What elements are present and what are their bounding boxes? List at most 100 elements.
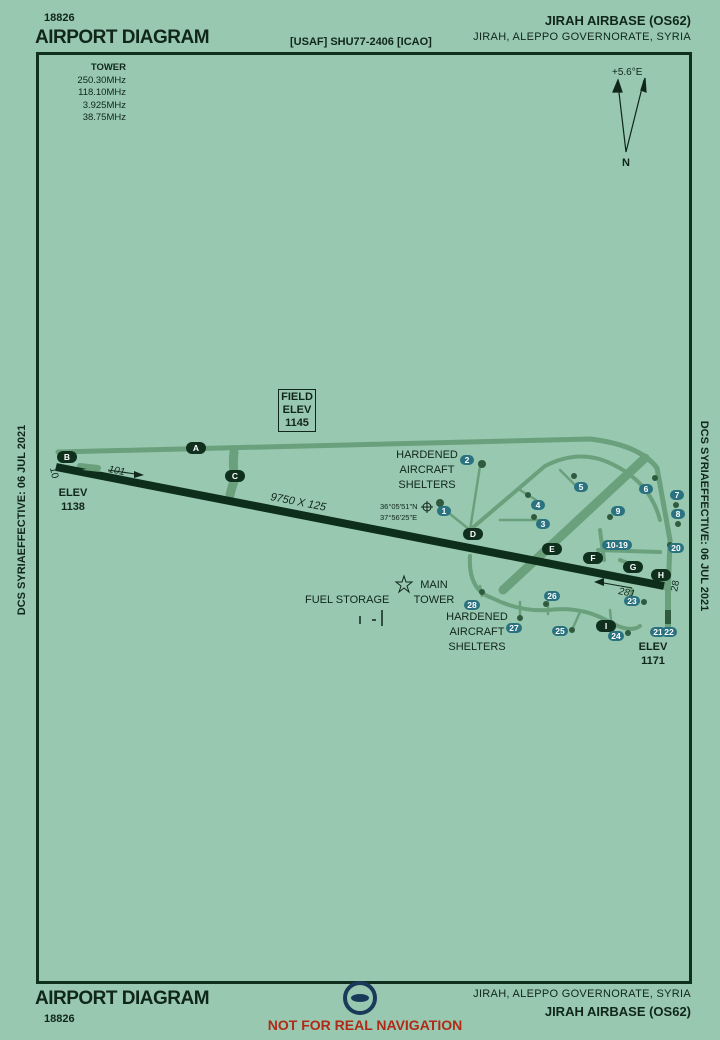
taxiway-badges: A B C D E F G H I: [57, 442, 671, 632]
label-line: AIRCRAFT: [399, 464, 455, 476]
shelter-pad: [625, 630, 631, 636]
shelter-badge-9: 9: [611, 506, 625, 516]
chart-source: [USAF] SHU77-2406 [ICAO]: [290, 36, 432, 48]
shelter-pad: [436, 499, 444, 507]
main-tower-star-icon: [394, 574, 414, 594]
taxiway-d-badge-text: D: [470, 529, 476, 539]
runway-heading-101: 101: [107, 464, 125, 478]
taxiway-b-badge: B: [57, 451, 77, 463]
shelter-pad: [479, 589, 485, 595]
shelter-pad: [478, 460, 486, 468]
taxiway-i-badge-bg: [596, 620, 616, 632]
taxiway-h-badge-text: H: [658, 570, 664, 580]
taxiway-d-badge-bg: [463, 528, 483, 540]
north-arrow-lines: [617, 79, 645, 153]
taxiway-north-loop: [468, 454, 662, 532]
airport-name: JIRAH AIRBASE (OS62): [544, 13, 691, 28]
elevation-west: ELEV 1138: [52, 486, 94, 514]
label-line: MAIN: [420, 579, 448, 591]
tower-freq-4: 38.75MHz: [82, 112, 126, 123]
shelter-badge-21-text: 21: [653, 627, 663, 637]
taxiway-b-badge-text: B: [64, 452, 70, 462]
taxiway-shelter-spurs-north: [438, 464, 578, 532]
label-line: SHELTERS: [398, 479, 456, 491]
arp-longitude: 37°56'25"E: [380, 513, 417, 522]
airport-location: JIRAH, ALEPPO GOVERNORATE, SYRIA: [473, 31, 691, 43]
taxiway-f-badge-bg: [583, 552, 603, 564]
shelter-badge-24-text: 24: [611, 631, 621, 641]
arp-cross: [421, 501, 433, 513]
taxiway-g-badge-bg: [623, 561, 643, 573]
shelter-badge-20-bg: [668, 543, 684, 553]
north-arrowhead: [612, 78, 623, 93]
shelter-badge-5-text: 5: [579, 482, 584, 492]
shelter-pad: [675, 521, 681, 527]
taxiway-h-badge-bg: [651, 569, 671, 581]
tower-freq-2: 118.10MHz: [78, 87, 126, 98]
footer-location: JIRAH, ALEPPO GOVERNORATE, SYRIA: [473, 988, 691, 1000]
shelter-badge-7-text: 7: [675, 490, 680, 500]
taxiway-a-badge-bg: [186, 442, 206, 454]
label-hardened-shelters-south: HARDENED AIRCRAFT SHELTERS: [442, 610, 512, 655]
shelter-badge-6-text: 6: [644, 484, 649, 494]
shelter-badge-28-text: 28: [467, 600, 477, 610]
shelter-badge-20: 20: [668, 543, 684, 553]
label-line: HARDENED: [446, 611, 508, 623]
taxiway-e-badge-text: E: [549, 544, 555, 554]
shelter-badge-10-19-bg: [602, 540, 632, 550]
taxiway-h-badge: H: [651, 569, 671, 581]
shelter-badge-4-bg: [531, 500, 545, 510]
taxiway-e-badge-bg: [542, 543, 562, 555]
elev-west-label: ELEV: [58, 487, 88, 499]
heading-arrowhead-east: [594, 578, 604, 586]
shelter-badge-1: 1: [437, 506, 451, 516]
footer-airport-name: JIRAH AIRBASE (OS62): [544, 1004, 691, 1019]
tower-frequencies: TOWER 250.30MHz 118.10MHz 3.925MHz 38.75…: [42, 62, 126, 125]
north-label: N: [622, 157, 630, 169]
shelter-badge-27-bg: [506, 623, 522, 633]
shelter-pad: [571, 473, 577, 479]
field-elev-value: 1145: [285, 417, 309, 429]
shelter-pad: [607, 514, 613, 520]
shelter-pad: [543, 601, 549, 607]
label-line: SHELTERS: [448, 641, 506, 653]
shelter-badge-5-bg: [574, 482, 588, 492]
shelter-badge-22-text: 22: [664, 627, 674, 637]
emblem-center: [351, 994, 369, 1002]
field-elev-line1: FIELD: [281, 391, 313, 403]
fuel-storage-marks: [359, 610, 383, 626]
taxiway-c-badge: C: [225, 470, 245, 482]
taxiway-f-badge-text: F: [590, 553, 595, 563]
label-fuel-storage: FUEL STORAGE: [305, 594, 390, 606]
chart-title: AIRPORT DIAGRAM: [35, 27, 210, 48]
runway-holding-area: [82, 466, 100, 472]
taxiway-g-badge-text: G: [630, 562, 637, 572]
shelter-badge-5: 5: [574, 482, 588, 492]
label-line: TOWER: [413, 594, 455, 606]
taxiway-a-badge-text: A: [193, 443, 199, 453]
shelter-pad: [641, 599, 647, 605]
elev-east-value: 1171: [641, 655, 665, 667]
label-line: AIRCRAFT: [449, 626, 505, 638]
arp-latitude: 36°05'51"N: [380, 502, 418, 511]
taxiway-g-badge: G: [623, 561, 643, 573]
variation-arrowhead: [640, 77, 647, 93]
runway-10-28: [55, 463, 665, 590]
north-arrow: [612, 77, 647, 153]
shelter-pad: [531, 514, 537, 520]
runway-end-28: 28: [669, 579, 682, 593]
shelter-badge-26: 26: [544, 591, 560, 601]
shelter-badge-1-text: 1: [442, 506, 447, 516]
taxiway-diagonal-main: [498, 453, 650, 595]
shelter-badge-7: 7: [670, 490, 684, 500]
heading-arrowhead-west: [134, 471, 144, 478]
shelter-badge-2-text: 2: [465, 455, 470, 465]
shelter-badge-8-text: 8: [676, 509, 681, 519]
shelter-badge-24: 24: [608, 631, 624, 641]
shelter-badge-6: 6: [639, 484, 653, 494]
shelter-badge-24-bg: [608, 631, 624, 641]
taxiway-d-badge: D: [463, 528, 483, 540]
shelter-badge-28: 28: [464, 600, 480, 610]
